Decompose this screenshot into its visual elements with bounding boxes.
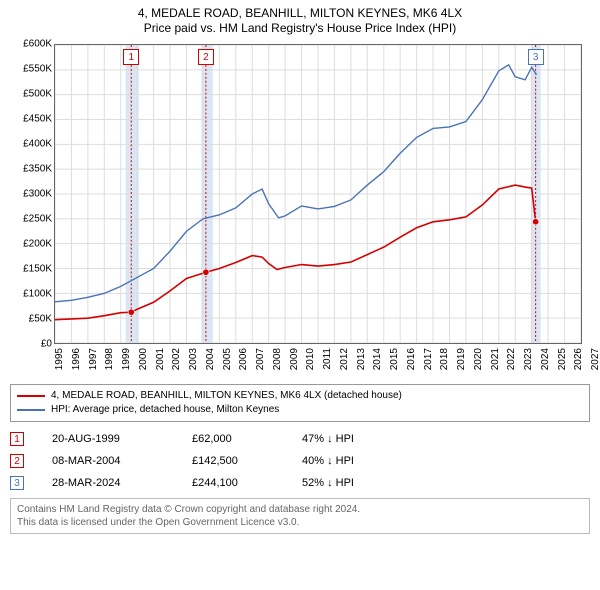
- x-axis-label: 2024: [540, 348, 551, 370]
- y-axis-label: £300K: [23, 189, 52, 200]
- y-axis-label: £550K: [23, 64, 52, 75]
- event-number-box: 2: [10, 454, 24, 468]
- event-price: £244,100: [192, 477, 302, 489]
- x-axis-label: 2026: [573, 348, 584, 370]
- event-date: 08-MAR-2004: [52, 455, 192, 467]
- x-axis-label: 1997: [88, 348, 99, 370]
- x-axis-label: 2020: [473, 348, 484, 370]
- title-sub: Price paid vs. HM Land Registry's House …: [10, 21, 590, 36]
- x-axis-label: 2013: [356, 348, 367, 370]
- event-date: 20-AUG-1999: [52, 433, 192, 445]
- x-axis-label: 2004: [205, 348, 216, 370]
- legend: 4, MEDALE ROAD, BEANHILL, MILTON KEYNES,…: [10, 384, 590, 422]
- x-axis-label: 2006: [238, 348, 249, 370]
- event-number-box: 3: [10, 476, 24, 490]
- chart-titles: 4, MEDALE ROAD, BEANHILL, MILTON KEYNES,…: [10, 6, 590, 36]
- event-row: 1 20-AUG-1999£62,00047% ↓ HPI: [10, 432, 590, 446]
- y-axis-label: £500K: [23, 89, 52, 100]
- y-axis-label: £50K: [29, 314, 52, 325]
- x-axis-label: 2023: [523, 348, 534, 370]
- title-address: 4, MEDALE ROAD, BEANHILL, MILTON KEYNES,…: [10, 6, 590, 21]
- event-number-box: 1: [10, 432, 24, 446]
- event-diff: 47% ↓ HPI: [302, 433, 412, 445]
- x-axis-label: 2019: [456, 348, 467, 370]
- x-axis-label: 2005: [222, 348, 233, 370]
- x-axis-label: 2009: [289, 348, 300, 370]
- event-diff: 52% ↓ HPI: [302, 477, 412, 489]
- event-row: 3 28-MAR-2024£244,10052% ↓ HPI: [10, 476, 590, 490]
- y-axis-label: £600K: [23, 39, 52, 50]
- legend-swatch: [17, 395, 45, 397]
- y-axis-label: £100K: [23, 289, 52, 300]
- x-axis-label: 1996: [71, 348, 82, 370]
- x-axis-label: 2008: [272, 348, 283, 370]
- y-axis-label: £200K: [23, 239, 52, 250]
- x-axis-label: 2007: [255, 348, 266, 370]
- chart-area: £0 £50K £100K £150K £200K £250K £300K £350K £400…: [10, 44, 590, 378]
- event-price: £62,000: [192, 433, 302, 445]
- x-axis: 1995 1996 1997 1998 1999 2000 2001 2002 2003 2004…: [54, 344, 590, 378]
- legend-row: HPI: Average price, detached house, Milt…: [17, 403, 583, 417]
- x-axis-label: 2021: [490, 348, 501, 370]
- footer-line1: Contains HM Land Registry data © Crown c…: [17, 503, 583, 516]
- x-axis-label: 2014: [372, 348, 383, 370]
- plot-area: 1 2 3: [54, 44, 582, 344]
- x-axis-label: 2001: [155, 348, 166, 370]
- chart-event-marker: 3: [528, 49, 544, 65]
- events-list: 1 20-AUG-1999£62,00047% ↓ HPI 2 08-MAR-2004…: [10, 432, 590, 490]
- x-axis-label: 2010: [305, 348, 316, 370]
- footer-line2: This data is licensed under the Open Gov…: [17, 516, 583, 529]
- plot-svg: [55, 45, 581, 343]
- x-axis-label: 2022: [506, 348, 517, 370]
- x-axis-label: 2012: [339, 348, 350, 370]
- x-axis-label: 2017: [423, 348, 434, 370]
- x-axis-label: 2000: [138, 348, 149, 370]
- y-axis-label: £150K: [23, 264, 52, 275]
- footer: Contains HM Land Registry data © Crown c…: [10, 498, 590, 534]
- x-axis-label: 2027: [590, 348, 600, 370]
- y-axis-label: £0: [41, 339, 52, 350]
- event-price: £142,500: [192, 455, 302, 467]
- x-axis-label: 2015: [389, 348, 400, 370]
- chart-event-marker: 1: [123, 49, 139, 65]
- x-axis-label: 1999: [121, 348, 132, 370]
- x-axis-label: 1995: [54, 348, 65, 370]
- legend-swatch: [17, 409, 45, 411]
- y-axis-label: £400K: [23, 139, 52, 150]
- x-axis-label: 1998: [104, 348, 115, 370]
- x-axis-label: 2011: [322, 348, 333, 370]
- x-axis-label: 2018: [439, 348, 450, 370]
- y-axis: £0£50K£100K£150K£200K£250K£300K£350K£400…: [10, 44, 54, 344]
- legend-row: 4, MEDALE ROAD, BEANHILL, MILTON KEYNES,…: [17, 389, 583, 403]
- y-axis-label: £250K: [23, 214, 52, 225]
- y-axis-label: £350K: [23, 164, 52, 175]
- x-axis-label: 2002: [171, 348, 182, 370]
- chart-event-marker: 2: [198, 49, 214, 65]
- event-diff: 40% ↓ HPI: [302, 455, 412, 467]
- legend-label: 4, MEDALE ROAD, BEANHILL, MILTON KEYNES,…: [51, 389, 402, 403]
- legend-label: HPI: Average price, detached house, Milt…: [51, 403, 279, 417]
- y-axis-label: £450K: [23, 114, 52, 125]
- x-axis-label: 2016: [406, 348, 417, 370]
- x-axis-label: 2003: [188, 348, 199, 370]
- x-axis-label: 2025: [557, 348, 568, 370]
- event-date: 28-MAR-2024: [52, 477, 192, 489]
- event-row: 2 08-MAR-2004£142,50040% ↓ HPI: [10, 454, 590, 468]
